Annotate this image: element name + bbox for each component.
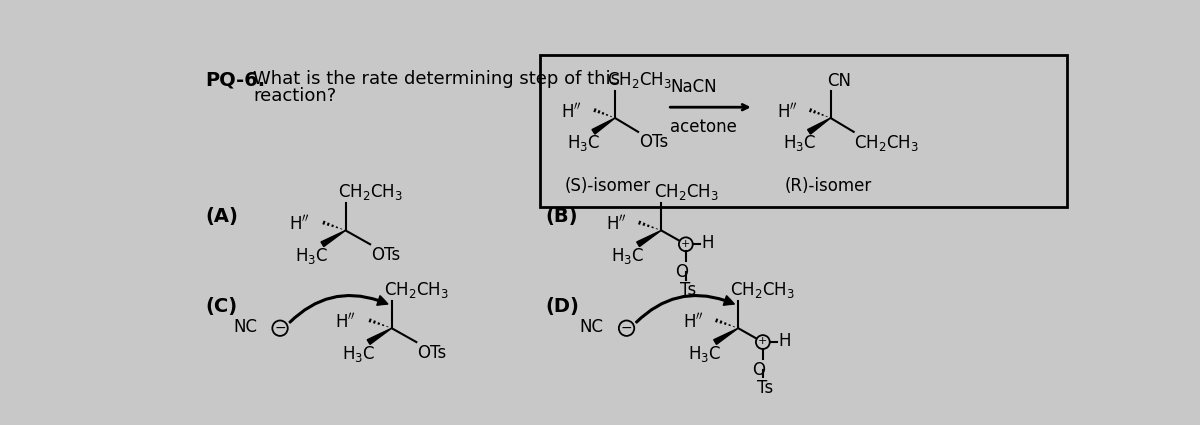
Polygon shape	[714, 328, 738, 344]
FancyArrowPatch shape	[636, 295, 734, 323]
Polygon shape	[808, 118, 830, 134]
Text: $\mathregular{CH_2CH_3}$: $\mathregular{CH_2CH_3}$	[654, 182, 719, 202]
Text: $\mathregular{CH_2CH_3}$: $\mathregular{CH_2CH_3}$	[854, 133, 919, 153]
Polygon shape	[322, 230, 346, 246]
Text: OTs: OTs	[371, 246, 400, 264]
Text: H$\mathit{''}$: H$\mathit{''}$	[560, 102, 582, 121]
Text: (A): (A)	[205, 207, 239, 226]
Text: $\mathregular{O}$: $\mathregular{O}$	[752, 360, 766, 379]
Polygon shape	[637, 230, 661, 246]
Text: $\mathregular{H_3C}$: $\mathregular{H_3C}$	[782, 133, 816, 153]
Text: NC: NC	[580, 317, 604, 336]
Text: reaction?: reaction?	[253, 87, 336, 105]
Text: $\mathregular{H_3C}$: $\mathregular{H_3C}$	[568, 133, 600, 153]
Text: NC: NC	[233, 317, 257, 336]
Text: $\mathregular{CH_2CH_3}$: $\mathregular{CH_2CH_3}$	[731, 280, 796, 300]
Text: H$\mathit{''}$: H$\mathit{''}$	[683, 312, 703, 332]
Text: $\mathregular{H_3C}$: $\mathregular{H_3C}$	[688, 343, 721, 364]
Polygon shape	[592, 118, 616, 134]
Text: $\mathregular{CH_2CH_3}$: $\mathregular{CH_2CH_3}$	[607, 70, 672, 90]
FancyBboxPatch shape	[540, 55, 1067, 207]
Text: Ts: Ts	[679, 281, 696, 299]
Text: (B): (B)	[546, 207, 578, 226]
Text: OTs: OTs	[638, 133, 668, 151]
Text: acetone: acetone	[671, 118, 737, 136]
Text: $\mathregular{CH_2CH_3}$: $\mathregular{CH_2CH_3}$	[338, 182, 403, 202]
FancyArrowPatch shape	[289, 295, 388, 323]
Text: What is the rate determining step of this: What is the rate determining step of thi…	[253, 70, 620, 88]
Text: H: H	[701, 234, 714, 252]
Text: $\mathregular{H_3C}$: $\mathregular{H_3C}$	[342, 343, 374, 364]
Text: −: −	[275, 320, 286, 334]
Text: H: H	[779, 332, 791, 349]
Text: OTs: OTs	[418, 343, 446, 362]
Text: H$\mathit{''}$: H$\mathit{''}$	[335, 312, 356, 332]
Text: H$\mathit{''}$: H$\mathit{''}$	[776, 102, 798, 121]
Polygon shape	[367, 328, 391, 344]
Text: CN: CN	[827, 71, 851, 90]
Text: Ts: Ts	[757, 379, 773, 397]
Text: $\mathregular{CH_2CH_3}$: $\mathregular{CH_2CH_3}$	[384, 280, 449, 300]
Text: PQ-6.: PQ-6.	[205, 70, 265, 89]
Text: (C): (C)	[205, 298, 238, 316]
Text: $\mathregular{H_3C}$: $\mathregular{H_3C}$	[295, 246, 329, 266]
Text: (R)-isomer: (R)-isomer	[785, 176, 871, 195]
Text: +: +	[758, 336, 768, 346]
Text: $\mathregular{H_3C}$: $\mathregular{H_3C}$	[611, 246, 644, 266]
Text: (S)-isomer: (S)-isomer	[565, 176, 652, 195]
Text: H$\mathit{''}$: H$\mathit{''}$	[289, 215, 310, 234]
Text: (D): (D)	[546, 298, 580, 316]
Text: −: −	[620, 320, 632, 334]
Text: H$\mathit{''}$: H$\mathit{''}$	[606, 215, 626, 234]
Text: NaCN: NaCN	[671, 78, 718, 96]
Text: +: +	[682, 238, 690, 249]
Text: $\mathregular{O}$: $\mathregular{O}$	[674, 263, 689, 281]
